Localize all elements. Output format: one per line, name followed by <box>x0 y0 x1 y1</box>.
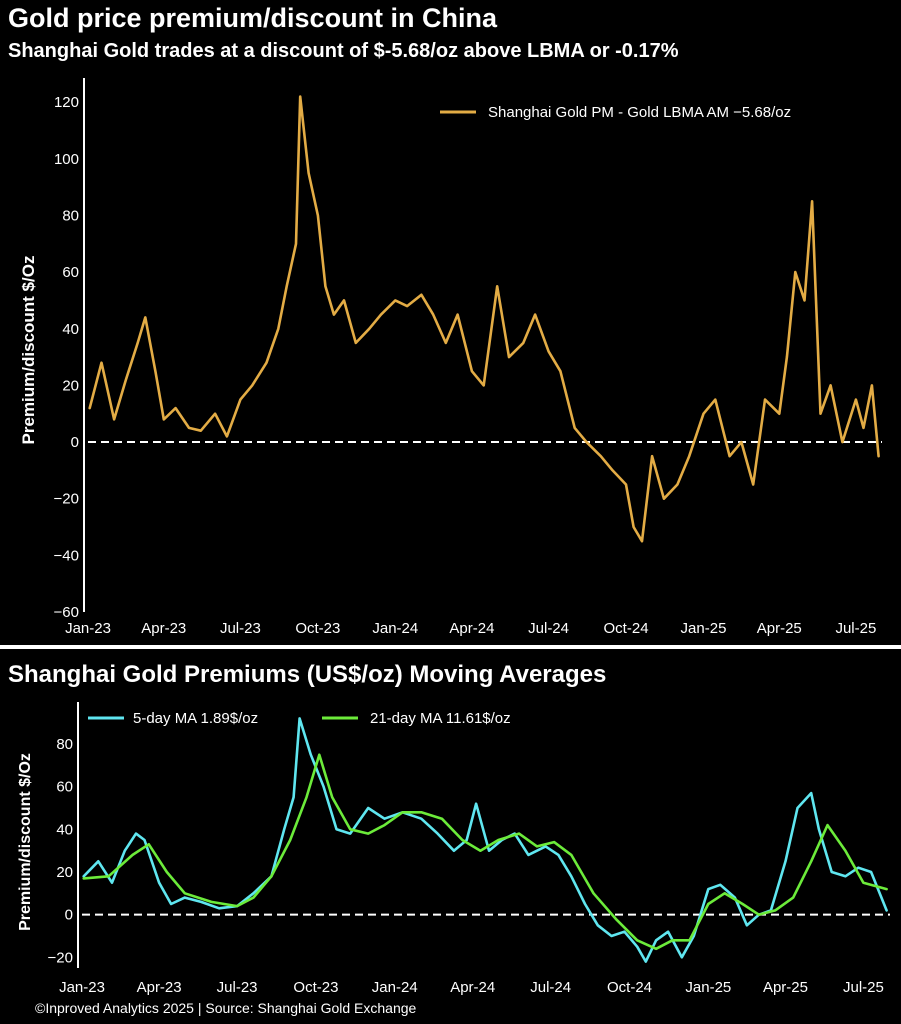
y-axis-label: Premium/discount $/Oz <box>19 256 38 445</box>
y-tick-label: 60 <box>62 264 79 281</box>
y-tick-label: 0 <box>71 434 79 451</box>
x-tick-label: Jul-23 <box>217 979 258 996</box>
y-tick-label: 100 <box>54 151 79 168</box>
x-tick-label: Jan-23 <box>65 620 111 637</box>
legend-label: 21-day MA 11.61$/oz <box>370 710 511 727</box>
legend-label: Shanghai Gold PM - Gold LBMA AM −5.68/oz <box>488 104 791 121</box>
y-tick-label: 80 <box>62 207 79 224</box>
x-tick-label: Apr-23 <box>141 620 186 637</box>
chart-title: Gold price premium/discount in China <box>8 3 498 33</box>
legend-label: 5-day MA 1.89$/oz <box>133 710 258 727</box>
x-tick-label: Apr-25 <box>763 979 808 996</box>
x-tick-label: Oct-24 <box>607 979 652 996</box>
y-tick-label: 80 <box>56 736 73 753</box>
x-tick-label: Jan-25 <box>681 620 727 637</box>
x-tick-label: Oct-24 <box>604 620 649 637</box>
series-line-1 <box>82 717 888 963</box>
x-tick-label: Jan-23 <box>59 979 105 996</box>
x-tick-label: Jul-25 <box>835 620 876 637</box>
y-tick-label: 60 <box>56 779 73 796</box>
x-tick-label: Jan-24 <box>372 979 418 996</box>
y-tick-label: 40 <box>56 821 73 838</box>
y-tick-label: −40 <box>54 547 79 564</box>
y-tick-label: 0 <box>65 907 73 924</box>
x-tick-label: Jan-25 <box>685 979 731 996</box>
y-tick-label: −60 <box>54 604 79 621</box>
x-tick-label: Jul-24 <box>528 620 569 637</box>
panel-divider <box>0 645 901 649</box>
x-tick-label: Jul-24 <box>530 979 571 996</box>
y-tick-label: 40 <box>62 321 79 338</box>
y-tick-label: 120 <box>54 94 79 111</box>
x-tick-label: Jul-25 <box>843 979 884 996</box>
chart-subtitle: Shanghai Gold trades at a discount of $-… <box>8 40 679 62</box>
lower-chart-title: Shanghai Gold Premiums (US$/oz) Moving A… <box>8 661 607 688</box>
x-tick-label: Apr-23 <box>137 979 182 996</box>
series-line-1 <box>88 95 880 543</box>
x-tick-label: Jul-23 <box>220 620 261 637</box>
x-tick-label: Jan-24 <box>372 620 418 637</box>
x-tick-label: Oct-23 <box>293 979 338 996</box>
x-tick-label: Apr-25 <box>757 620 802 637</box>
x-tick-label: Apr-24 <box>449 620 494 637</box>
y-tick-label: 20 <box>56 864 73 881</box>
y-tick-label: −20 <box>54 491 79 508</box>
y-tick-label: −20 <box>48 949 73 966</box>
chart-panel-2: 80 60 40 20 0 −20 Jan-23 Apr-23 Jul-23 Oct-23 Jan-… <box>17 702 890 996</box>
source-footer: ©Inproved Analytics 2025 | Source: Shang… <box>35 1000 417 1016</box>
x-tick-label: Apr-24 <box>450 979 495 996</box>
y-axis-label: Premium/discount $/Oz <box>17 753 34 931</box>
x-tick-label: Oct-23 <box>295 620 340 637</box>
y-tick-label: 20 <box>62 377 79 394</box>
series-line-2 <box>82 753 888 951</box>
